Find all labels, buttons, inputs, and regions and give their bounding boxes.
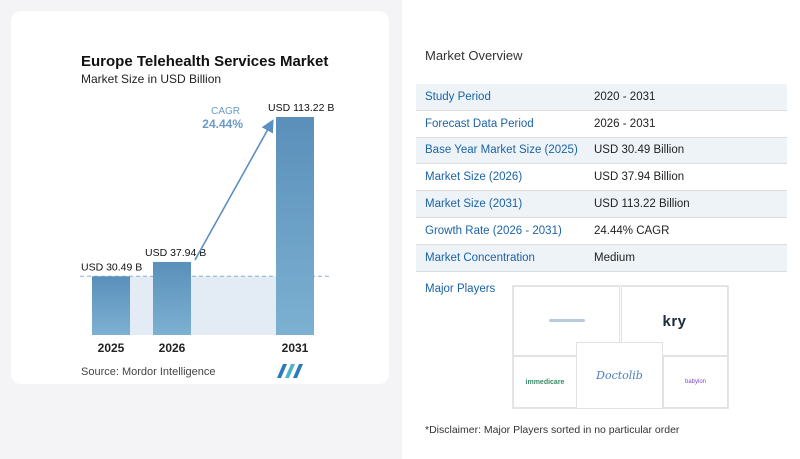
doctolib-logo: Doctolib: [596, 369, 643, 382]
chart-title: Europe Telehealth Services Market: [81, 53, 329, 70]
cagr-arrow: [194, 119, 274, 261]
value-label: USD 113.22 B: [268, 102, 334, 114]
overview-table: Study Period 2020 - 2031 Forecast Data P…: [416, 84, 787, 272]
small-logo-icon: [548, 319, 585, 322]
babylon-logo: babylon: [684, 379, 707, 385]
bar-2031: [276, 117, 314, 335]
row-label: Market Concentration: [425, 251, 535, 264]
category-label: 2026: [159, 341, 186, 355]
source-text: Source: Mordor Intelligence: [81, 366, 216, 378]
overview-row: Forecast Data Period 2026 - 2031: [416, 110, 787, 138]
row-value: 2026 - 2031: [594, 117, 656, 130]
overview-row: Growth Rate (2026 - 2031) 24.44% CAGR: [416, 217, 787, 245]
row-label: Market Size (2031): [425, 198, 523, 211]
bar-2026: [153, 261, 191, 335]
overview-row: Market Size (2026) USD 37.94 Billion: [416, 164, 787, 192]
row-value: USD 113.22 Billion: [594, 198, 690, 211]
value-label: USD 37.94 B: [145, 247, 206, 259]
overview-row: Study Period 2020 - 2031: [416, 84, 787, 111]
row-label: Study Period: [425, 90, 491, 103]
category-label: 2025: [98, 341, 125, 355]
row-value: 2020 - 2031: [594, 90, 656, 103]
row-label: Forecast Data Period: [425, 117, 534, 130]
row-value: USD 30.49 Billion: [594, 144, 685, 157]
immedicare-logo: immedicare: [525, 378, 565, 386]
bar-chart: USD 30.49 B 2025 USD 37.94 B 2026 USD 113.22…: [80, 102, 334, 355]
row-label: Growth Rate (2026 - 2031): [425, 224, 562, 237]
player-logo-doctolib[interactable]: Doctolib: [576, 342, 663, 409]
disclaimer-text: *Disclaimer: Major Players sorted in no …: [425, 424, 680, 436]
value-label: USD 30.49 B: [81, 261, 142, 273]
overview-row: Market Concentration Medium: [416, 244, 787, 272]
player-logo-babylon[interactable]: babylon: [663, 356, 728, 408]
cagr-label: CAGR: [211, 106, 240, 117]
player-logo-immedicare[interactable]: immedicare: [513, 356, 577, 408]
category-label: 2031: [282, 341, 309, 355]
row-value: Medium: [594, 251, 635, 264]
mordor-logo-icon: [277, 364, 303, 378]
chart-subtitle: Market Size in USD Billion: [81, 72, 222, 86]
overview-title: Market Overview: [425, 48, 523, 63]
kry-logo: kry: [662, 312, 687, 330]
major-players-label: Major Players: [425, 283, 496, 295]
bar-2025: [92, 276, 130, 335]
cagr-value: 24.44%: [202, 117, 243, 131]
overview-row: Base Year Market Size (2025) USD 30.49 B…: [416, 137, 787, 165]
row-value: 24.44% CAGR: [594, 224, 670, 237]
overview-row: Market Size (2031) USD 113.22 Billion: [416, 191, 787, 218]
row-label: Market Size (2026): [425, 171, 523, 184]
row-label: Base Year Market Size (2025): [425, 144, 578, 157]
row-value: USD 37.94 Billion: [594, 171, 685, 184]
